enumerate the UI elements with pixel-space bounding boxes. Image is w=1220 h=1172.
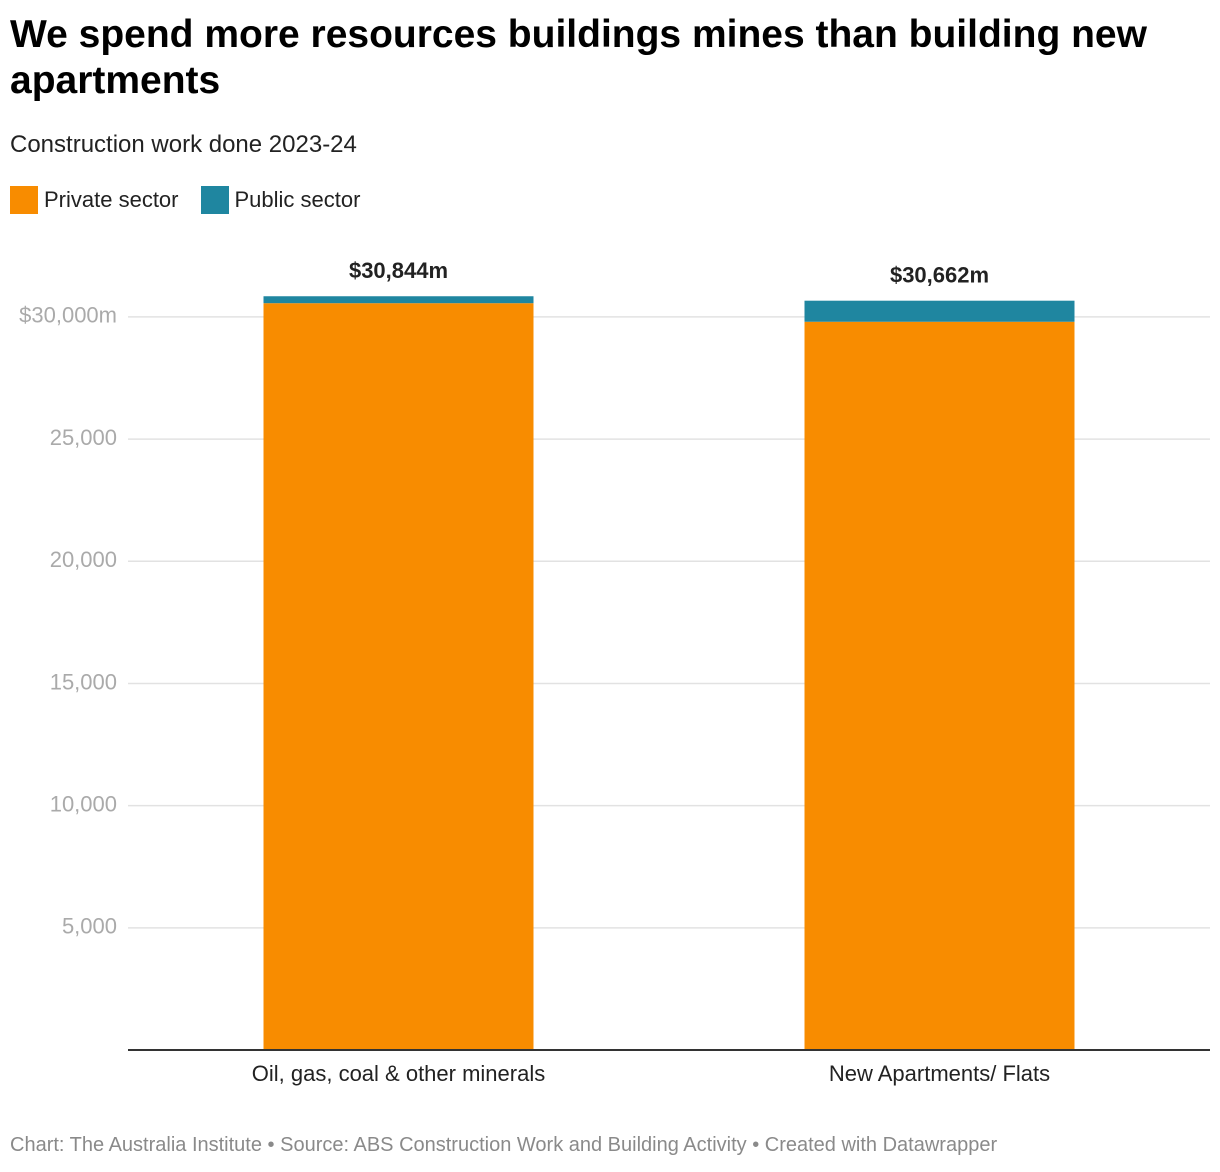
- bar-segment: [263, 296, 534, 304]
- chart-subtitle: Construction work done 2023-24: [10, 131, 357, 158]
- y-tick-label: 5,000: [62, 914, 117, 939]
- y-tick-label: 10,000: [50, 791, 117, 816]
- y-tick-label: $30,000m: [19, 303, 117, 328]
- total-label: $30,662m: [890, 263, 989, 288]
- legend-item: Private sector: [10, 186, 179, 214]
- bar-segment: [263, 303, 534, 1050]
- footer-item: Source: ABS Construction Work and Buildi…: [280, 1134, 747, 1156]
- legend: Private sector Public sector: [10, 186, 360, 214]
- total-label: $30,844m: [349, 258, 448, 283]
- y-tick-label: 15,000: [50, 669, 117, 694]
- legend-swatch: [200, 186, 229, 214]
- x-tick-label: New Apartments/ Flats: [829, 1061, 1050, 1086]
- footer-item: Created with Datawrapper: [764, 1134, 998, 1156]
- footer: Chart: The Australia Institute • Source:…: [10, 1134, 997, 1157]
- bar-segment: [804, 300, 1075, 322]
- y-tick-label: 25,000: [50, 425, 117, 450]
- legend-item: Public sector: [200, 186, 361, 214]
- legend-label: Private sector: [44, 187, 179, 212]
- footer-separator: •: [746, 1134, 765, 1156]
- legend-swatch: [10, 186, 38, 214]
- x-tick-label: Oil, gas, coal & other minerals: [252, 1061, 545, 1086]
- y-tick-label: 20,000: [50, 547, 117, 572]
- chart: 5,000 10,000 15,000 20,000 25,000 $30,000m $30…: [19, 258, 1210, 1086]
- legend-label: Public sector: [234, 187, 361, 212]
- chart-title: We spend more resources buildings mines …: [10, 13, 1147, 102]
- footer-item: Chart: The Australia Institute: [10, 1134, 262, 1156]
- bar-segment: [804, 321, 1075, 1050]
- footer-separator: •: [261, 1134, 281, 1156]
